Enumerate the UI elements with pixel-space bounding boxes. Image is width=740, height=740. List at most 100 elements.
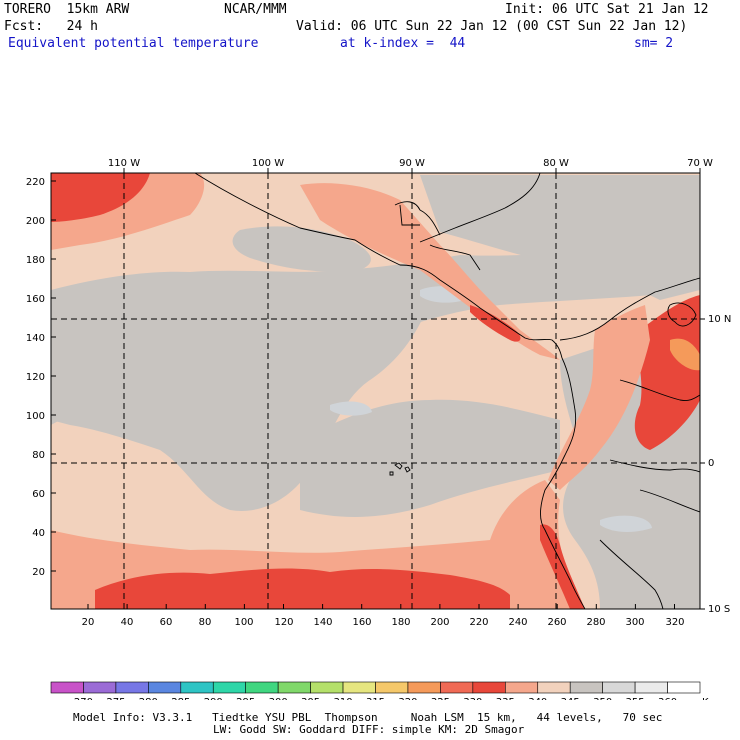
colorbar-swatch [634,681,668,694]
axis-ticks [51,168,705,610]
y-grid-label: 220 [26,177,45,188]
colorbar-label: 280 [139,697,158,700]
colorbar-label: 310 [334,697,353,700]
colorbar-swatch [212,681,247,694]
level-label: at k-index = 44 [340,36,466,51]
smoothing-label: sm= 2 [634,36,674,51]
coastlines [194,173,700,609]
model-info-line2: LW: Godd SW: Goddard DIFF: simple KM: 2D… [213,723,525,736]
colorbar-label: 320 [398,697,417,700]
colorbar-swatch [245,681,279,694]
colorbar-label: 290 [204,697,223,700]
bottom-grid-labels: 20 40 60 80 100 120 140 160 180 200 220 … [82,617,685,628]
field-title: Equivalent potential temperature [8,36,259,51]
center-name: NCAR/MMM [224,2,287,17]
x-grid-label: 280 [586,617,605,628]
colorbar-label: 300 [269,697,288,700]
valid-time: Valid: 06 UTC Sun 22 Jan 12 (00 CST Sun … [296,19,688,34]
lon-label-80w: 80 W [543,158,569,169]
colorbar-swatch [537,681,571,694]
x-grid-label: 180 [391,617,410,628]
init-time: Init: 06 UTC Sat 21 Jan 12 [505,2,709,17]
cloud-patch-2 [330,401,372,416]
colorbar-swatch [180,681,214,694]
y-grid-label: 20 [32,567,45,578]
cloud-patch-3 [600,515,652,532]
lon-label-70w: 70 W [687,158,713,169]
map-frame [50,172,701,610]
map-field [51,173,700,609]
colorbar-swatch [50,681,84,694]
colorbar-swatch [115,681,149,694]
colorbar-label: 345 [561,697,580,700]
colorbar-label: 305 [301,697,320,700]
colorbar-swatch [440,681,474,694]
x-grid-label: 140 [313,617,332,628]
y-grid-label: 160 [26,294,45,305]
y-grid-label: 60 [32,489,45,500]
x-grid-label: 20 [82,617,95,628]
x-grid-label: 120 [274,617,293,628]
lat-label-10s: 10 S [708,604,730,615]
colorbar-label: 340 [528,697,547,700]
x-grid-label: 80 [199,617,212,628]
colorbar-label: 325 [431,697,450,700]
colorbar-unit: K [702,697,709,700]
colorbar-swatch [310,681,344,694]
colorbar-swatch [375,681,409,694]
x-grid-label: 220 [469,617,488,628]
red-northwest [51,173,150,222]
red-costa-rica [470,305,521,342]
y-grid-label: 120 [26,372,45,383]
colorbar-swatch [83,681,117,694]
x-grid-label: 300 [625,617,644,628]
forecast-hour: Fcst: 24 h [4,19,98,34]
grey-band-east [300,399,560,517]
grey-gulf [420,175,700,300]
salmon-central-america [300,183,560,360]
x-grid-label: 160 [352,617,371,628]
colorbar-swatch [342,681,376,694]
model-name: TORERO 15km ARW [4,2,130,17]
x-grid-label: 260 [547,617,566,628]
x-grid-label: 200 [430,617,449,628]
lon-label-90w: 90 W [399,158,425,169]
x-grid-label: 240 [508,617,527,628]
colorbar-swatch [277,681,311,694]
y-grid-label: 180 [26,255,45,266]
colorbar-label: 330 [463,697,482,700]
colorbar-label: 270 [74,697,93,700]
y-grid-label: 200 [26,216,45,227]
y-grid-label: 80 [32,450,45,461]
grey-band-center [51,290,430,511]
colorbar-swatch [472,681,506,694]
graticule [51,173,700,609]
x-grid-label: 40 [121,617,134,628]
lat-label-10n: 10 N [708,314,731,325]
left-grid-labels: 220 200 180 160 140 120 100 80 60 40 20 [26,177,45,578]
colorbar-swatch [569,681,603,694]
x-grid-label: 320 [665,617,684,628]
colorbar-label: 275 [106,697,125,700]
x-grid-label: 100 [234,617,253,628]
lon-label-100w: 100 W [252,158,284,169]
colorbar: 270 275 280 285 290 295 300 305 310 315 320 325 330 3… [50,681,701,700]
colorbar-label: 355 [626,697,645,700]
colorbar-swatch [504,681,539,694]
colorbar-label: 335 [496,697,515,700]
map-figure: 110 W 100 W 90 W 80 W 70 W 10 N 0 10 S 2… [26,158,731,700]
grey-north-ocean [232,226,371,272]
salmon-andes [548,305,650,490]
colorbar-swatch [602,681,636,694]
lat-label-0: 0 [708,458,714,469]
colorbar-label: 360 [658,697,677,700]
red-colombia [634,295,700,450]
orange-venezuela [670,338,700,371]
colorbar-label: 350 [593,697,612,700]
colorbar-label: 315 [366,697,385,700]
y-grid-label: 100 [26,411,45,422]
colorbar-swatch [667,681,701,694]
red-south-band [95,568,510,609]
lon-label-110w: 110 W [108,158,140,169]
y-grid-label: 40 [32,528,45,539]
